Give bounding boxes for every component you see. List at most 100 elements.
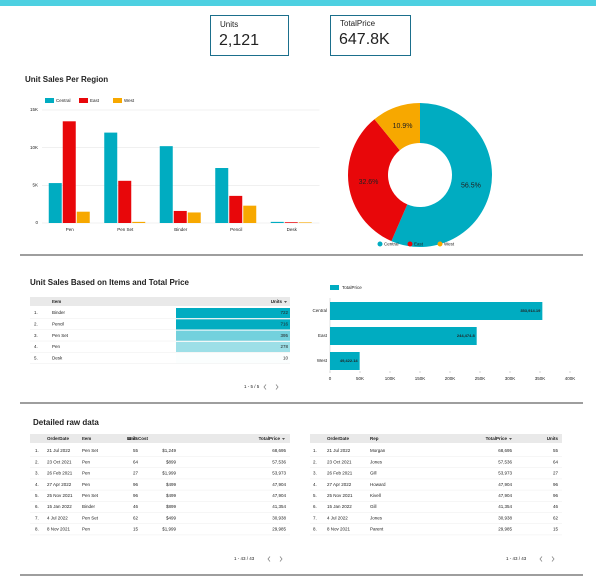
kpi-value: 2,121 [219,32,259,49]
cell: 64 [133,459,139,464]
row-index: 6. [313,504,317,509]
cell: 26 Feb 2021 [327,471,353,476]
section-title: Unit Sales Based on Items and Total Pric… [30,278,190,287]
x-tick-label: 350K [535,376,546,381]
cell: 30,938 [498,515,512,520]
cell: Binder [52,310,66,315]
cell: 96 [553,482,559,487]
cell: 68,695 [272,448,286,453]
legend-swatch [437,241,443,247]
cell: 47,904 [272,482,286,487]
bar [104,132,118,223]
cell: 29,985 [498,527,512,532]
cell: 96 [133,482,139,487]
next-page[interactable] [275,384,279,390]
cell: 25 Nov 2021 [327,493,353,498]
next-page[interactable] [279,556,283,562]
cell: 64 [553,459,559,464]
cell: 55 [553,448,559,453]
row-index: 2. [35,459,39,464]
cell: 15 [133,527,139,532]
cell: Howard [370,482,386,487]
legend-label: West [124,98,135,103]
cell: 30,938 [272,515,286,520]
bar [159,146,173,223]
x-tick-label: Pencil [230,227,242,232]
slice-label: 32.6% [359,179,379,186]
data-label: 49,422.14 [340,358,359,363]
kpi-value: 647.8K [339,31,390,48]
cell: 26 Feb 2021 [47,471,73,476]
bar [48,183,62,223]
cell: 29,985 [272,527,286,532]
row-index: 3. [34,333,38,338]
cell: $1,249 [162,448,176,453]
row-index: 8. [313,527,317,532]
cell: Pen [52,344,61,349]
cell: Jones [370,515,383,520]
x-tick-label: 50K [356,376,364,381]
cell: Morgan [370,448,386,453]
heat-cell [176,353,290,363]
cell: 8 Nov 2021 [327,527,351,532]
row-index: 4. [34,344,38,349]
bar [187,212,201,223]
row-index: 1. [35,448,39,453]
row-index: 5. [34,355,38,360]
row-index: 5. [313,493,317,498]
cell: Pencil [52,321,64,326]
y-tick-label: East [318,333,328,338]
kpi-label: Units [220,20,238,29]
column-header: OrderDate [327,436,350,441]
table-header [30,434,290,443]
cell: Jones [370,459,383,464]
row-index: 6. [35,504,39,509]
bar [118,180,132,223]
cell: 4 Jul 2022 [327,515,348,520]
x-tick-label: 150K [415,376,426,381]
table-header [30,297,290,306]
row-index: 8. [35,527,39,532]
prev-page[interactable] [267,556,271,562]
cell: 23 Oct 2021 [327,459,352,464]
column-header: Units [547,436,559,441]
cell: Pen [82,471,91,476]
next-page[interactable] [551,556,555,562]
row-index: 1. [34,310,38,315]
cell: 96 [553,493,559,498]
prev-page[interactable] [263,384,267,390]
cell: 55 [133,448,139,453]
y-tick-label: 5K [32,183,38,188]
kpi-label: TotalPrice [340,19,376,28]
pie-slice [391,103,493,248]
bar [330,352,360,370]
cell: 46 [553,504,559,509]
x-tick-label: 250K [475,376,486,381]
row-index: 3. [313,471,317,476]
section-title: Unit Sales Per Region [25,75,108,84]
cell: $499 [166,493,177,498]
cell: 395 [280,333,288,338]
sort-icon [509,438,512,440]
cell: Binder [82,504,96,509]
legend-label: Central [56,98,71,103]
bar [62,121,76,223]
cell: 53,973 [272,471,286,476]
row-index: 1. [313,448,317,453]
cell: 68,695 [498,448,512,453]
prev-page[interactable] [539,556,543,562]
heat-cell [176,330,290,341]
cell: 8 Nov 2021 [47,527,71,532]
row-index: 5. [35,493,39,498]
column-header: Item [82,436,91,441]
slice-label: 56.5% [461,182,481,189]
table-header [310,434,562,443]
cell: 21 Jul 2022 [47,448,71,453]
bar [215,168,229,223]
x-tick-label: Pen Set [117,227,134,232]
cell: 27 [133,471,139,476]
data-label: 353,914.19 [520,308,541,313]
row-index: 7. [35,515,39,520]
cell: 62 [553,515,559,520]
y-tick-label: West [317,358,328,363]
